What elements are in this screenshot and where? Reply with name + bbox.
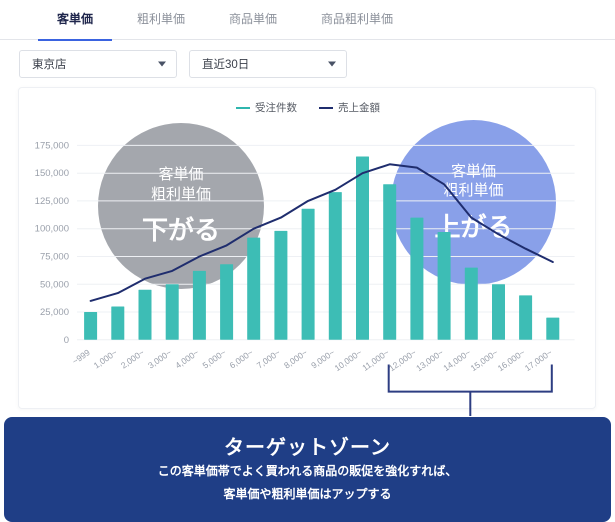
svg-text:1,000~: 1,000~ [92,347,119,370]
svg-text:175,000: 175,000 [35,140,69,151]
svg-text:100,000: 100,000 [35,224,69,235]
svg-text:13,000~: 13,000~ [414,347,445,373]
svg-text:2,000~: 2,000~ [119,347,146,370]
svg-text:6,000~: 6,000~ [228,347,255,370]
svg-text:4,000~: 4,000~ [173,347,200,370]
svg-text:17,000~: 17,000~ [523,347,554,373]
svg-text:16,000~: 16,000~ [496,347,527,373]
svg-text:14,000~: 14,000~ [441,347,472,373]
svg-text:125,000: 125,000 [35,196,69,207]
svg-text:75,000: 75,000 [40,252,69,263]
svg-text:8,000~: 8,000~ [282,347,309,370]
svg-text:15,000~: 15,000~ [469,347,500,373]
svg-text:~999: ~999 [70,347,92,366]
svg-text:0: 0 [64,335,69,346]
svg-text:9,000~: 9,000~ [309,347,336,370]
svg-text:150,000: 150,000 [35,168,69,179]
svg-text:50,000: 50,000 [40,279,69,290]
svg-text:11,000~: 11,000~ [360,347,391,373]
svg-text:10,000~: 10,000~ [333,347,364,373]
svg-text:12,000~: 12,000~ [387,347,418,373]
svg-text:25,000: 25,000 [40,307,69,318]
svg-text:5,000~: 5,000~ [201,347,228,370]
svg-text:3,000~: 3,000~ [146,347,173,370]
svg-text:7,000~: 7,000~ [255,347,282,370]
